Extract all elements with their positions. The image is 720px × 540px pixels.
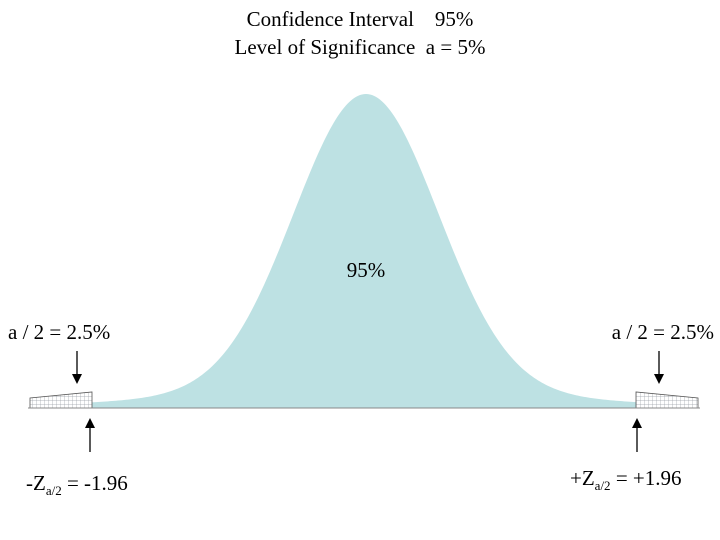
left-tail-area	[29, 391, 93, 409]
left-critical-value: -Za/2 = -1.96	[26, 471, 128, 498]
left-up-arrow	[85, 418, 95, 452]
right-down-arrow	[654, 351, 664, 384]
right-z-prefix: +Z	[570, 466, 595, 490]
right-z-subscript: a/2	[595, 478, 611, 493]
title-line-2: Level of Significance a = 5%	[234, 35, 486, 59]
left-z-suffix: = -1.96	[62, 471, 128, 495]
right-z-suffix: = +1.96	[611, 466, 682, 490]
bell-curve-area	[92, 94, 636, 408]
title-line-1: Confidence Interval 95%	[246, 7, 474, 31]
left-z-subscript: a/2	[46, 483, 62, 498]
right-tail-label: a / 2 = 2.5%	[612, 320, 714, 344]
right-tail-area	[635, 391, 699, 409]
left-tail-label: a / 2 = 2.5%	[8, 320, 110, 344]
right-up-arrow	[632, 418, 642, 452]
right-critical-value: +Za/2 = +1.96	[570, 466, 682, 493]
center-area-label: 95%	[347, 258, 386, 282]
left-down-arrow	[72, 351, 82, 384]
left-z-prefix: -Z	[26, 471, 46, 495]
